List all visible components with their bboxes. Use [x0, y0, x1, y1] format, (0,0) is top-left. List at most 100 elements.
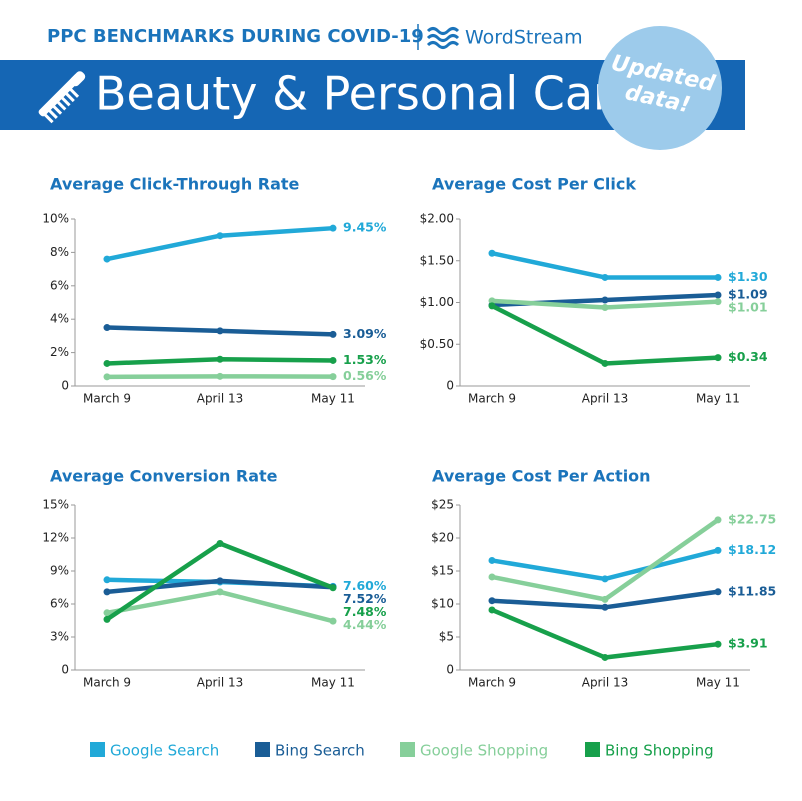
point	[488, 597, 496, 605]
y-tick-label: 8%	[50, 245, 69, 259]
point	[601, 653, 609, 661]
point	[714, 354, 722, 362]
y-tick-label: 9%	[50, 564, 69, 578]
point	[601, 296, 609, 304]
point	[488, 556, 496, 564]
chart-title: Average Cost Per Click	[432, 175, 636, 194]
point	[714, 546, 722, 554]
point	[329, 617, 337, 625]
point	[714, 298, 722, 306]
point	[103, 588, 111, 596]
point	[488, 606, 496, 614]
point	[488, 573, 496, 581]
y-tick-label: 0	[61, 379, 69, 393]
kicker: PPC BENCHMARKS DURING COVID-19	[47, 26, 424, 47]
point	[488, 297, 496, 305]
value-label: 1.53%	[343, 352, 387, 367]
point	[714, 291, 722, 299]
y-tick-label: 3%	[50, 630, 69, 644]
point	[714, 516, 722, 524]
legend-swatch	[585, 742, 600, 757]
value-label: 7.48%	[343, 604, 387, 619]
point	[103, 359, 111, 367]
x-tick-label: April 13	[197, 392, 244, 406]
brand: WordStream	[465, 27, 583, 49]
x-tick-label: May 11	[311, 676, 355, 690]
x-tick-label: March 9	[83, 676, 131, 690]
value-label: 0.56%	[343, 368, 387, 383]
y-tick-label: 4%	[50, 312, 69, 326]
x-tick-label: April 13	[582, 392, 629, 406]
value-label: $0.34	[728, 349, 768, 364]
y-tick-label: 6%	[50, 597, 69, 611]
legend-swatch	[90, 742, 105, 757]
chart-title: Average Conversion Rate	[50, 467, 278, 486]
point	[103, 609, 111, 617]
y-tick-label: $2.00	[420, 212, 454, 226]
point	[601, 359, 609, 367]
y-tick-label: $1.00	[420, 295, 454, 309]
x-tick-label: March 9	[468, 676, 516, 690]
comb-icon	[38, 71, 86, 124]
chart-title: Average Click-Through Rate	[50, 175, 300, 194]
value-label: $1.01	[728, 299, 768, 314]
value-label: $1.30	[728, 269, 768, 284]
point	[329, 356, 337, 364]
value-label: $1.09	[728, 286, 768, 301]
y-tick-label: $20	[431, 531, 454, 545]
y-tick-label: 0	[61, 663, 69, 677]
value-label: $3.91	[728, 636, 768, 651]
brand-logo	[426, 27, 460, 49]
value-label: $11.85	[728, 583, 776, 598]
series-line	[490, 303, 719, 366]
chart-title: Average Cost Per Action	[432, 467, 651, 486]
point	[216, 232, 224, 240]
y-tick-label: $25	[431, 498, 454, 512]
point	[601, 304, 609, 312]
point	[216, 355, 224, 363]
point	[488, 302, 496, 310]
point	[329, 373, 337, 381]
point	[329, 584, 337, 592]
y-tick-label: 2%	[50, 345, 69, 359]
legend-swatch	[400, 742, 415, 757]
y-tick-label: 0	[446, 379, 454, 393]
y-tick-label: $5	[439, 630, 454, 644]
legend-label: Google Shopping	[420, 742, 548, 760]
value-label: 7.52%	[343, 591, 387, 606]
x-tick-label: May 11	[696, 392, 740, 406]
y-tick-label: 6%	[50, 278, 69, 292]
legend-label: Bing Search	[275, 742, 365, 760]
point	[103, 373, 111, 381]
x-tick-label: April 13	[582, 676, 629, 690]
value-label: $18.12	[728, 542, 776, 557]
point	[216, 372, 224, 380]
y-tick-label: 10%	[42, 212, 69, 226]
value-label: 7.60%	[343, 578, 387, 593]
series-line	[491, 607, 719, 660]
series-line	[491, 548, 719, 582]
value-label: 9.45%	[343, 220, 387, 235]
point	[329, 330, 337, 338]
point	[714, 640, 722, 648]
point	[714, 588, 722, 596]
x-tick-label: March 9	[83, 392, 131, 406]
legend-label: Bing Shopping	[605, 742, 714, 760]
x-tick-label: April 13	[197, 676, 244, 690]
y-tick-label: 0	[446, 663, 454, 677]
point	[216, 588, 224, 596]
y-tick-label: $10	[431, 597, 454, 611]
point	[103, 324, 111, 332]
value-label: 4.44%	[343, 617, 387, 632]
y-tick-label: $0.50	[420, 337, 454, 351]
point	[216, 577, 224, 585]
y-tick-label: 15%	[42, 498, 69, 512]
point	[103, 615, 111, 623]
y-tick-label: $15	[431, 564, 454, 578]
legend-swatch	[255, 742, 270, 757]
point	[601, 603, 609, 611]
series-line	[491, 251, 718, 280]
x-tick-label: May 11	[311, 392, 355, 406]
point	[601, 575, 609, 583]
